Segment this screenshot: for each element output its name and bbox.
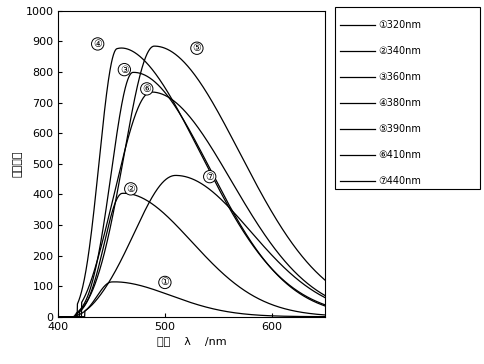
Text: ①320nm: ①320nm <box>378 20 421 31</box>
Text: ④: ④ <box>93 39 102 49</box>
Text: ⑤: ⑤ <box>192 43 201 53</box>
Text: ⑦440nm: ⑦440nm <box>378 177 420 186</box>
FancyBboxPatch shape <box>334 7 479 189</box>
Text: ②340nm: ②340nm <box>378 47 420 56</box>
Text: ①: ① <box>160 277 169 288</box>
Text: ⑦: ⑦ <box>205 172 213 182</box>
Text: ⑥410nm: ⑥410nm <box>378 150 420 161</box>
Text: ③: ③ <box>120 65 128 75</box>
Text: ②: ② <box>126 184 135 194</box>
Text: ③360nm: ③360nm <box>378 72 420 83</box>
Text: ⑥: ⑥ <box>142 84 151 94</box>
Y-axis label: 荧光强度: 荧光强度 <box>13 151 23 177</box>
Text: ④380nm: ④380nm <box>378 99 420 108</box>
Text: ⑤390nm: ⑤390nm <box>378 124 420 134</box>
X-axis label: 波长    λ    /nm: 波长 λ /nm <box>156 336 226 346</box>
